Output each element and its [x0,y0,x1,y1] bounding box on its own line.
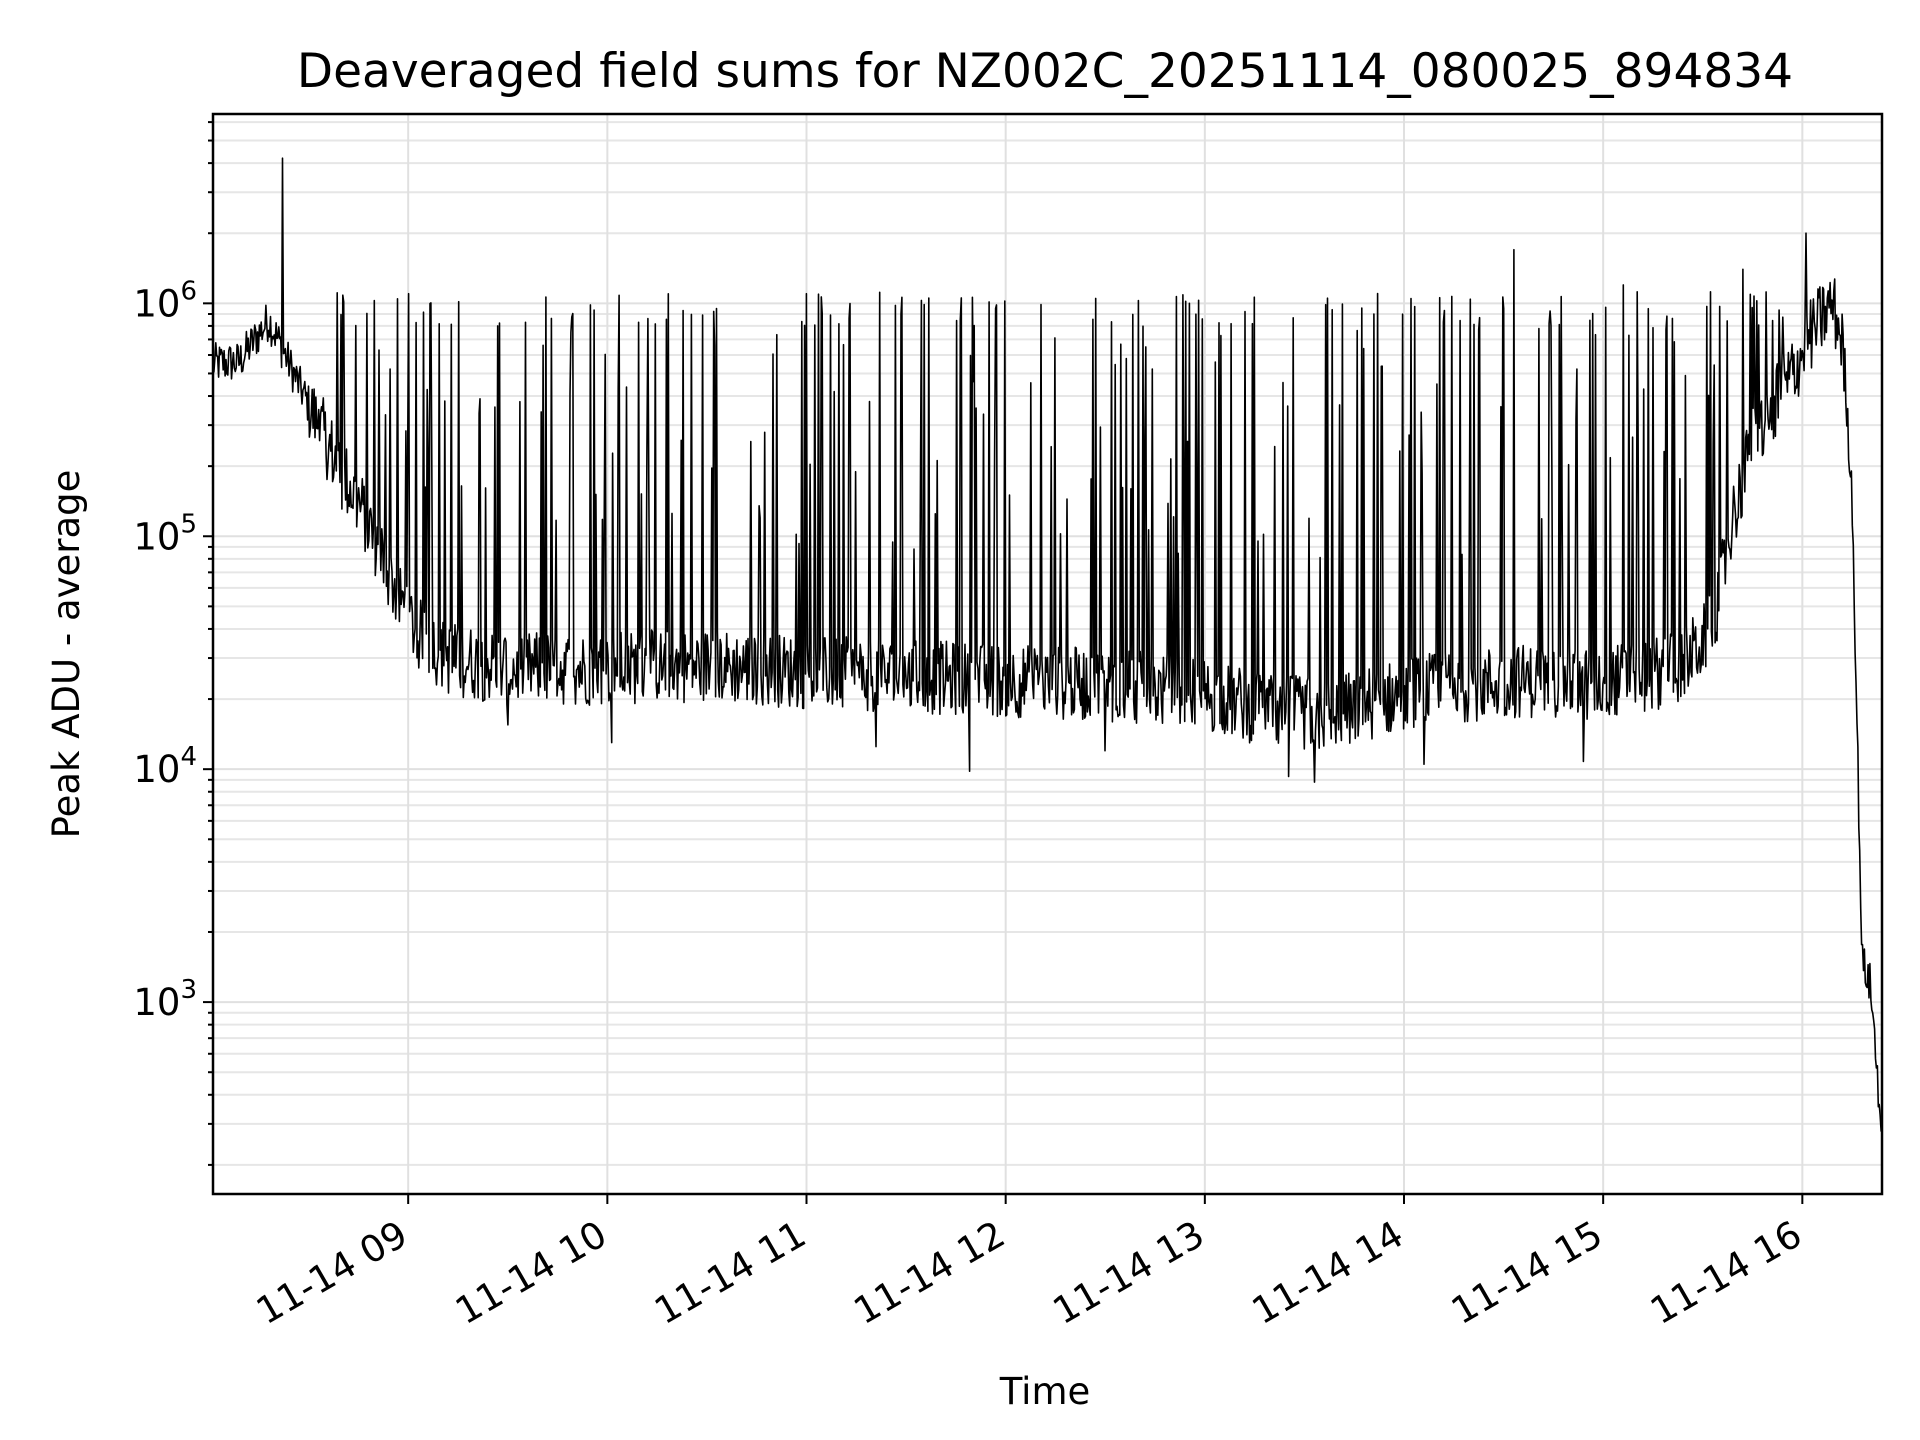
y-tick-base: 10 [133,981,180,1024]
y-tick-base: 10 [133,282,180,325]
y-tick-label: 106 [133,276,197,325]
series-line [212,157,1883,1132]
y-axis-label: Peak ADU - average [45,470,88,839]
y-tick-exponent: 5 [180,509,197,539]
grid [213,114,1882,1194]
y-tick-exponent: 3 [180,975,197,1005]
x-axis-label: Time [999,1370,1091,1413]
y-tick-label: 105 [133,509,197,558]
y-tick-label: 103 [133,975,197,1024]
y-tick-base: 10 [133,748,180,791]
chart-title: Deaveraged field sums for NZ002C_2025111… [297,44,1793,99]
y-tick-base: 10 [133,515,180,558]
plot-frame [211,112,1884,1196]
y-tick-exponent: 6 [180,276,197,306]
y-tick-exponent: 4 [180,742,197,772]
y-tick-label: 104 [133,742,197,791]
